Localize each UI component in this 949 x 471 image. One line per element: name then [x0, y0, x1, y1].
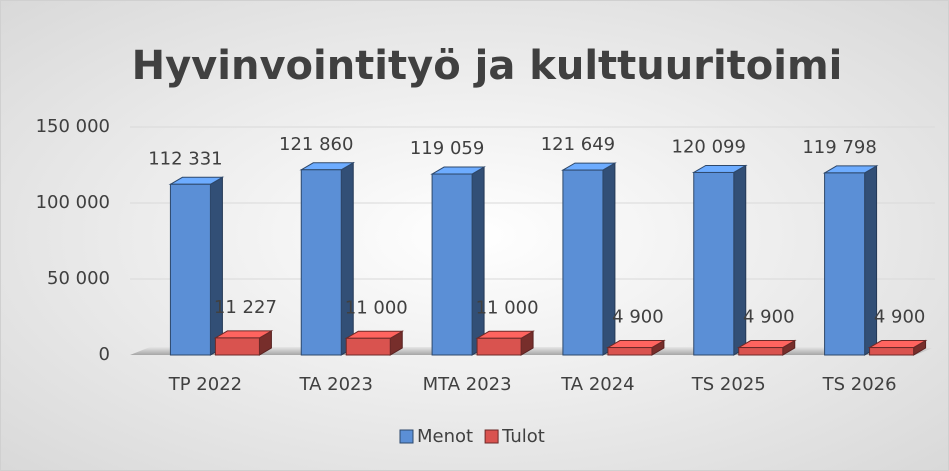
legend-swatch — [484, 429, 499, 444]
bar — [214, 337, 260, 356]
bar — [607, 347, 653, 356]
data-label: 112 331 — [148, 148, 222, 169]
y-tick-label: 50 000 — [47, 268, 110, 289]
data-label: 4 900 — [874, 307, 926, 328]
x-tick-label: TA 2023 — [299, 374, 373, 395]
bar — [476, 337, 522, 356]
x-tick-label: TS 2026 — [822, 374, 897, 395]
x-tick-label: MTA 2023 — [423, 374, 512, 395]
data-label: 121 649 — [541, 134, 615, 155]
data-label: 4 900 — [612, 307, 664, 328]
bar — [431, 173, 473, 356]
data-label: 121 860 — [279, 134, 353, 155]
data-label: 11 000 — [476, 297, 539, 318]
bar — [300, 169, 342, 356]
bar-side — [471, 166, 485, 356]
y-tick-label: 0 — [99, 344, 110, 365]
legend-label: Menot — [417, 426, 473, 447]
y-tick-label: 150 000 — [36, 116, 110, 137]
data-label: 11 227 — [214, 297, 277, 318]
x-tick-label: TP 2022 — [168, 374, 242, 395]
legend-swatch — [399, 429, 414, 444]
bar — [824, 172, 866, 356]
data-label: 119 798 — [802, 137, 876, 158]
bar — [562, 169, 604, 356]
chart-title: Hyvinvointityö ja kulttuuritoimi — [132, 43, 843, 89]
bar — [738, 347, 784, 356]
bar-side — [209, 176, 223, 356]
bar — [169, 183, 211, 356]
data-label: 120 099 — [672, 136, 746, 157]
bar — [869, 347, 915, 356]
bar-side — [340, 161, 354, 356]
data-label: 119 059 — [410, 138, 484, 159]
y-tick-label: 100 000 — [36, 192, 110, 213]
data-label: 11 000 — [345, 297, 408, 318]
x-tick-label: TA 2024 — [560, 374, 634, 395]
bar — [345, 337, 391, 356]
x-tick-label: TS 2025 — [691, 374, 766, 395]
legend-label: Tulot — [501, 426, 545, 447]
bar — [693, 171, 735, 356]
data-label: 4 900 — [743, 307, 795, 328]
